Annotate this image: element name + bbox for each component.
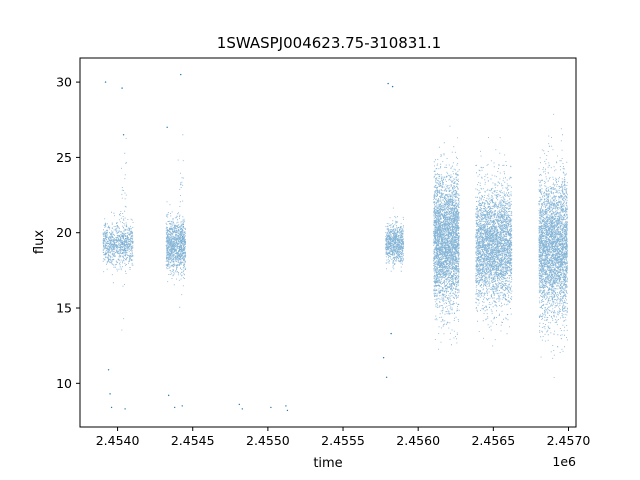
data-points xyxy=(104,73,394,412)
data-point xyxy=(124,408,126,410)
data-point xyxy=(181,405,183,407)
x-axis: 2.4540 2.4545 2.4550 2.4555 2.4560 2.4565 2.45… xyxy=(96,427,591,448)
y-tick-label: 15 xyxy=(56,301,72,316)
data-point-cluster xyxy=(165,201,187,287)
data-point xyxy=(270,406,272,409)
y-axis-label: flux xyxy=(32,230,47,254)
data-point xyxy=(382,357,385,359)
data-point xyxy=(286,409,289,412)
data-point xyxy=(387,82,389,85)
x-tick-label: 2.4570 xyxy=(547,433,591,448)
data-point xyxy=(109,393,111,395)
x-tick-label: 2.4540 xyxy=(96,433,140,448)
data-point xyxy=(390,332,392,335)
y-tick-label: 20 xyxy=(56,225,72,240)
data-point xyxy=(238,403,241,406)
x-tick-label: 2.4555 xyxy=(321,433,365,448)
y-axis: 10 15 20 25 30 xyxy=(56,75,80,391)
y-tick-label: 10 xyxy=(56,376,72,391)
x-tick-label: 2.4565 xyxy=(471,433,515,448)
plot-frame xyxy=(79,57,577,428)
data-point xyxy=(110,406,113,409)
data-point xyxy=(241,408,244,410)
x-tick-label: 2.4560 xyxy=(396,433,440,448)
data-point xyxy=(121,87,123,89)
x-tick-label: 2.4550 xyxy=(246,433,290,448)
x-tick-label: 2.4545 xyxy=(171,433,215,448)
data-point xyxy=(104,81,107,83)
y-tick-label: 25 xyxy=(56,150,72,165)
data-point xyxy=(122,134,125,136)
data-point-cluster xyxy=(385,207,404,272)
data-point xyxy=(107,369,110,371)
data-point xyxy=(166,126,168,128)
x-axis-label: time xyxy=(313,456,342,471)
y-tick-label: 30 xyxy=(56,75,72,90)
data-point xyxy=(391,85,394,88)
data-point xyxy=(167,394,170,397)
data-point xyxy=(385,376,388,378)
x-axis-offset-label: 1e6 xyxy=(552,454,576,469)
data-point-cluster xyxy=(475,137,513,347)
data-point xyxy=(285,405,287,407)
data-point-cluster xyxy=(433,125,460,350)
plot-area xyxy=(80,58,576,427)
data-point-cluster xyxy=(102,211,134,287)
data-point xyxy=(180,73,182,76)
data-point-clusters xyxy=(102,113,568,379)
chart-title: 1SWASPJ004623.75-310831.1 xyxy=(217,34,441,52)
data-point xyxy=(173,406,176,409)
